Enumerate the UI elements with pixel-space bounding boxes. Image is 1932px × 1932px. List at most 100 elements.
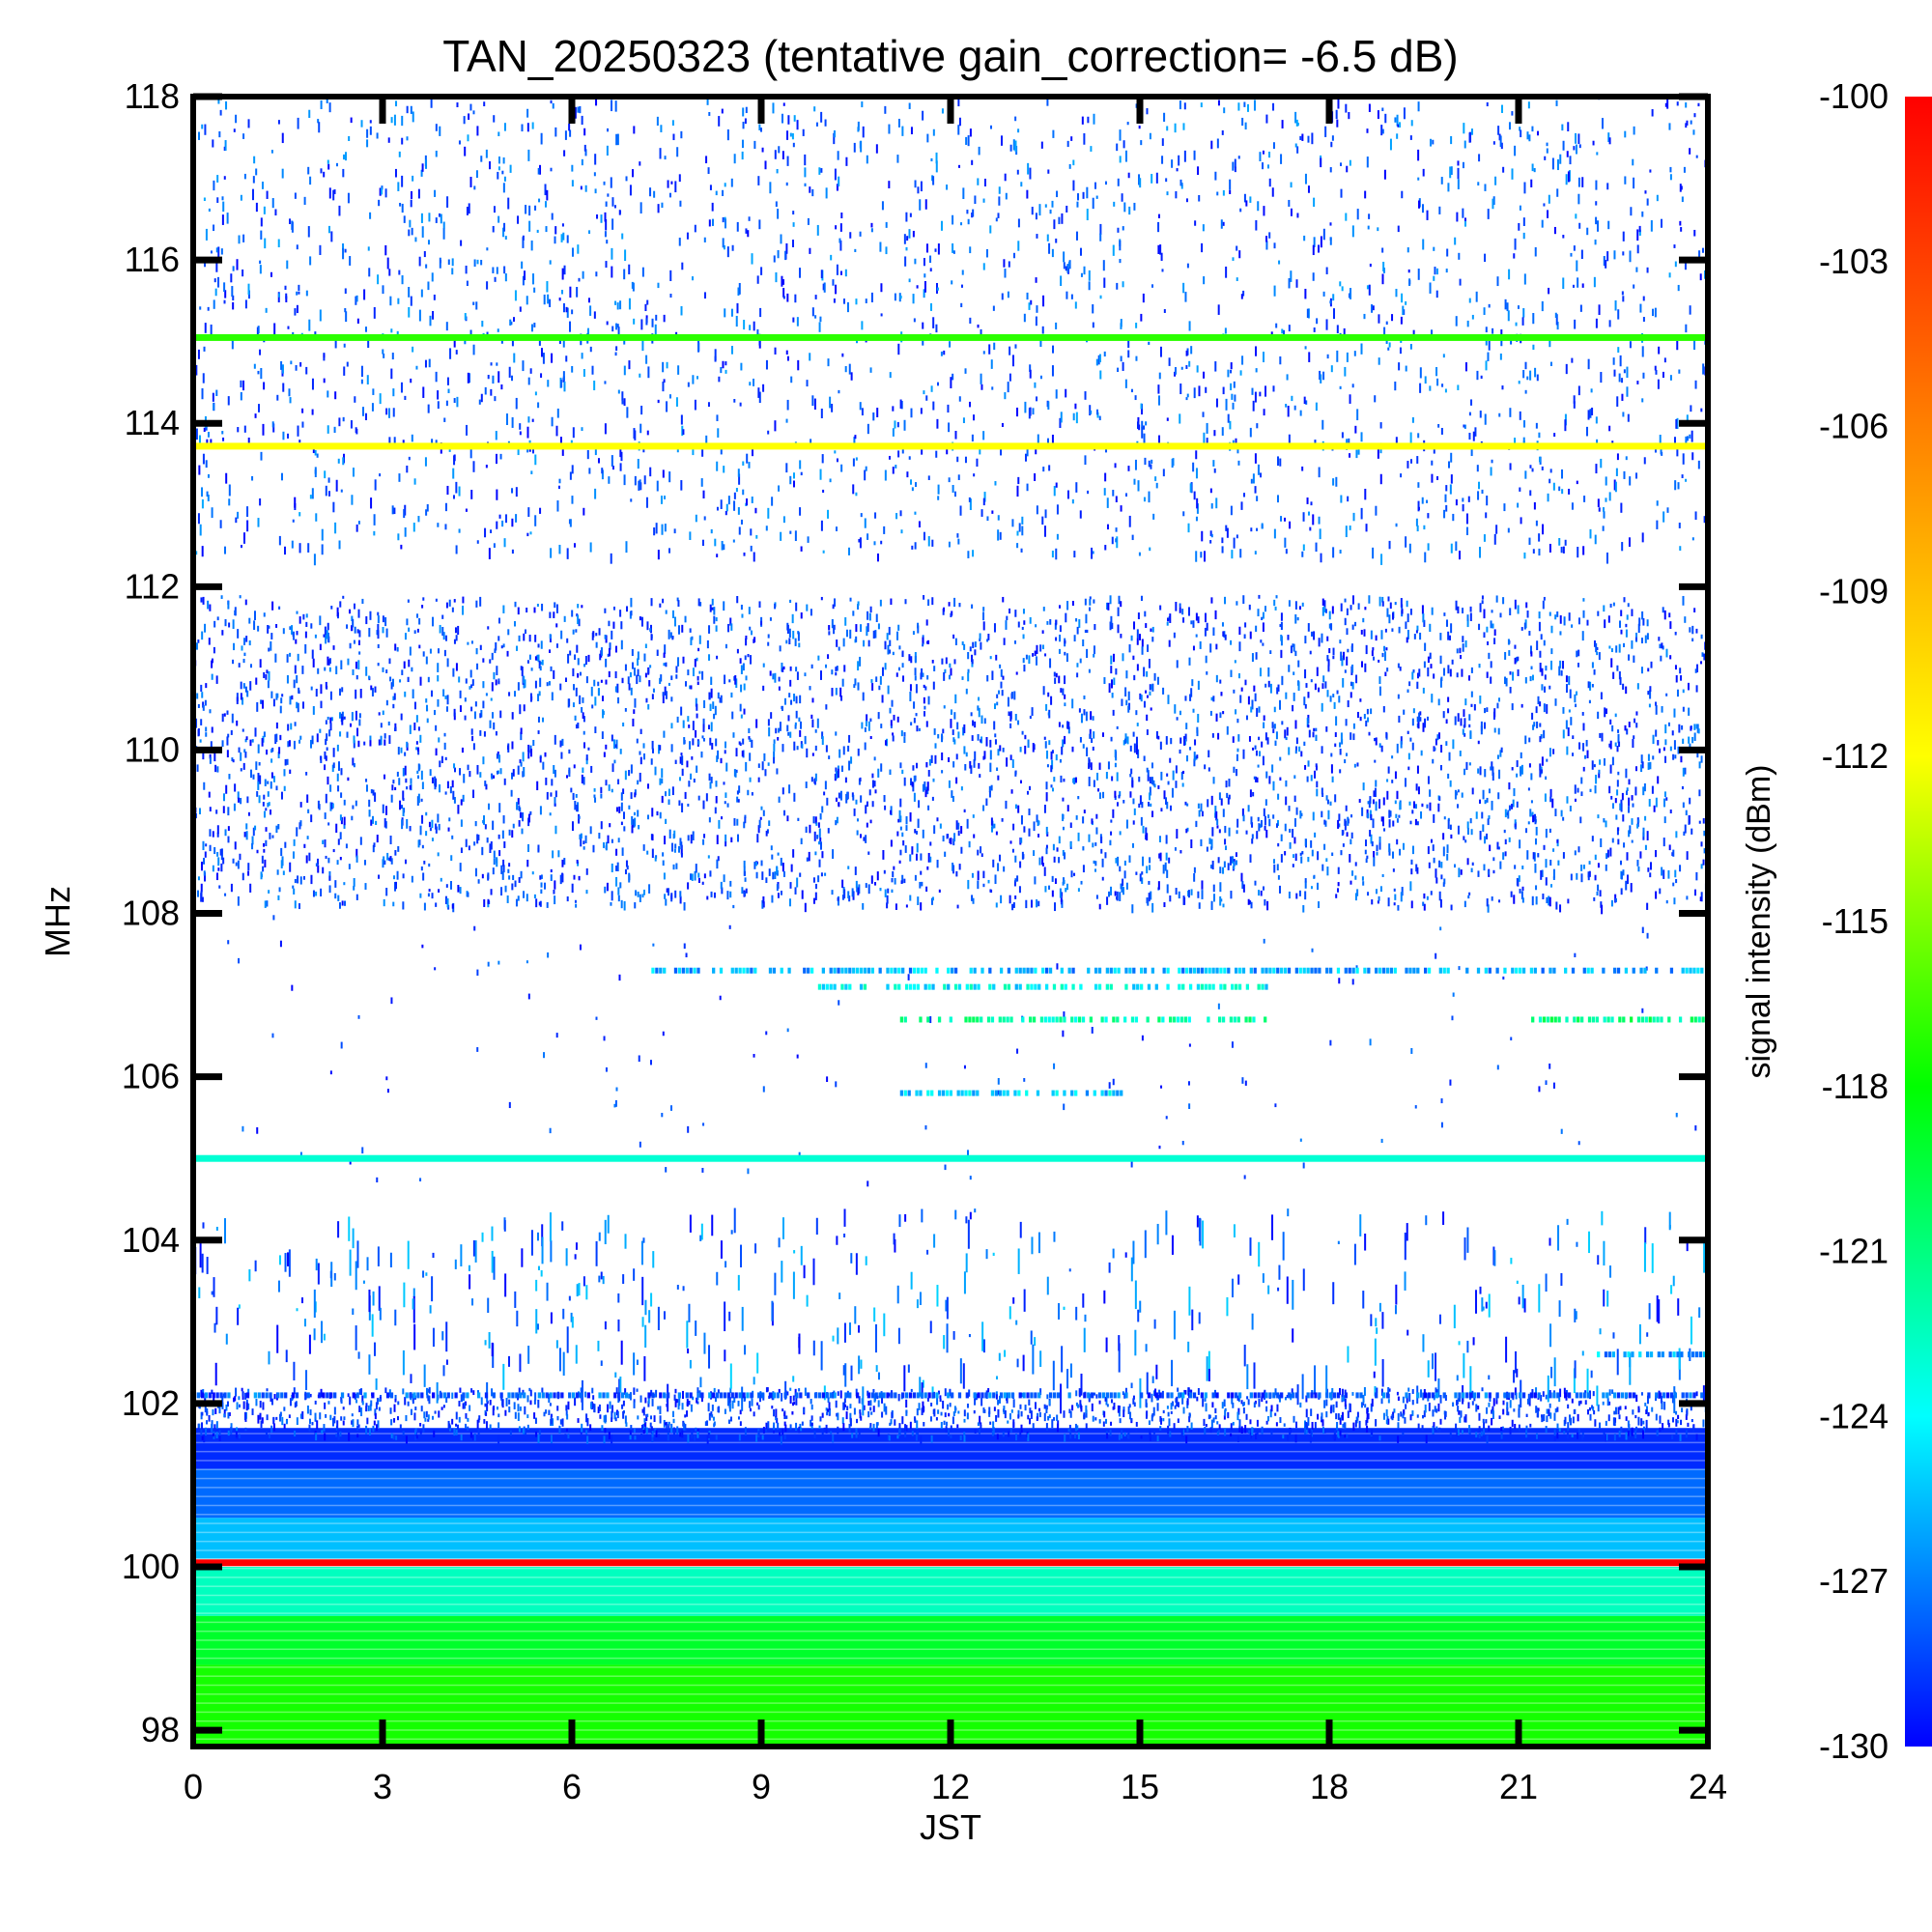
speckle <box>1532 549 1535 554</box>
speckle <box>1181 782 1184 787</box>
speckle <box>753 140 756 149</box>
speckle <box>377 274 380 285</box>
speckle <box>1172 458 1175 467</box>
speckle <box>1060 775 1063 783</box>
speckle <box>1625 629 1628 638</box>
speckle <box>1538 548 1541 556</box>
speckle <box>689 628 692 633</box>
speckle <box>1623 842 1626 848</box>
speckle <box>210 250 213 254</box>
speckle <box>1680 227 1683 232</box>
plot-area <box>193 97 1708 1747</box>
speckle <box>1155 172 1158 184</box>
speckle <box>555 604 558 613</box>
speckle <box>1063 779 1065 782</box>
speckle <box>202 752 205 760</box>
speckle <box>1378 686 1381 696</box>
speckle <box>627 676 630 685</box>
speckle <box>1110 886 1113 895</box>
speckle <box>724 643 727 649</box>
speckle <box>1450 474 1453 484</box>
speckle <box>201 487 204 497</box>
speckle <box>1065 388 1067 398</box>
speckle <box>498 803 501 813</box>
speckle <box>796 120 799 130</box>
speckle <box>1254 453 1257 464</box>
speckle <box>1284 537 1287 548</box>
speckle <box>1018 523 1021 532</box>
speckle <box>1380 816 1383 822</box>
speckle <box>749 753 752 761</box>
speckle <box>862 126 865 138</box>
speckle <box>539 806 542 815</box>
speckle <box>664 686 667 696</box>
speckle <box>1342 843 1345 847</box>
speckle <box>817 875 820 883</box>
speckle <box>1326 690 1329 697</box>
speckle <box>1011 759 1014 768</box>
speckle <box>1360 507 1363 520</box>
speckle <box>1463 836 1465 840</box>
speckle <box>1337 867 1340 874</box>
speckle <box>1321 864 1324 871</box>
speckle <box>453 336 456 348</box>
speckle <box>247 119 250 128</box>
speckle <box>930 897 933 905</box>
speckle <box>1693 113 1696 118</box>
speckle <box>760 128 763 132</box>
speckle <box>417 516 420 523</box>
speckle <box>1011 519 1014 527</box>
speckle <box>1149 792 1151 801</box>
speckle <box>1463 718 1466 727</box>
speckle <box>1285 780 1288 787</box>
speckle <box>1628 722 1631 727</box>
speckle <box>1053 219 1056 230</box>
speckle <box>355 894 358 900</box>
speckle <box>1143 425 1146 430</box>
speckle <box>1615 468 1618 476</box>
speckle <box>437 852 440 857</box>
speckle <box>243 638 246 645</box>
speckle <box>1272 142 1275 149</box>
speckle <box>1094 842 1097 846</box>
speckle <box>212 139 214 148</box>
speckle <box>493 206 496 213</box>
speckle <box>833 298 836 303</box>
speckle <box>1391 628 1394 632</box>
speckle <box>767 507 770 519</box>
speckle <box>594 154 597 165</box>
speckle <box>678 174 681 183</box>
speckle <box>1072 180 1075 191</box>
speckle <box>1585 426 1588 437</box>
speckle <box>743 708 746 715</box>
speckle <box>1047 692 1050 697</box>
speckle <box>1016 169 1019 175</box>
speckle <box>1273 285 1276 297</box>
speckle <box>1285 404 1288 408</box>
speckle <box>257 326 260 334</box>
speckle <box>418 256 421 267</box>
speckle <box>835 671 838 676</box>
speckle <box>1296 213 1299 218</box>
speckle <box>663 314 666 323</box>
speckle <box>534 454 537 466</box>
speckle <box>1388 540 1391 550</box>
speckle <box>605 261 608 269</box>
speckle <box>1696 664 1699 673</box>
speckle <box>1531 674 1534 681</box>
speckle <box>1082 816 1085 824</box>
speckle <box>492 225 495 233</box>
speckle <box>1583 496 1586 502</box>
speckle <box>1375 780 1378 787</box>
speckle <box>1570 252 1573 257</box>
speckle <box>519 431 522 436</box>
speckle <box>1611 803 1614 810</box>
speckle <box>280 791 283 800</box>
speckle <box>1141 639 1144 647</box>
speckle <box>1326 799 1329 805</box>
speckle <box>1524 389 1527 394</box>
speckle <box>1691 452 1694 461</box>
speckle <box>611 838 613 843</box>
speckle <box>621 233 624 240</box>
speckle <box>682 429 685 436</box>
